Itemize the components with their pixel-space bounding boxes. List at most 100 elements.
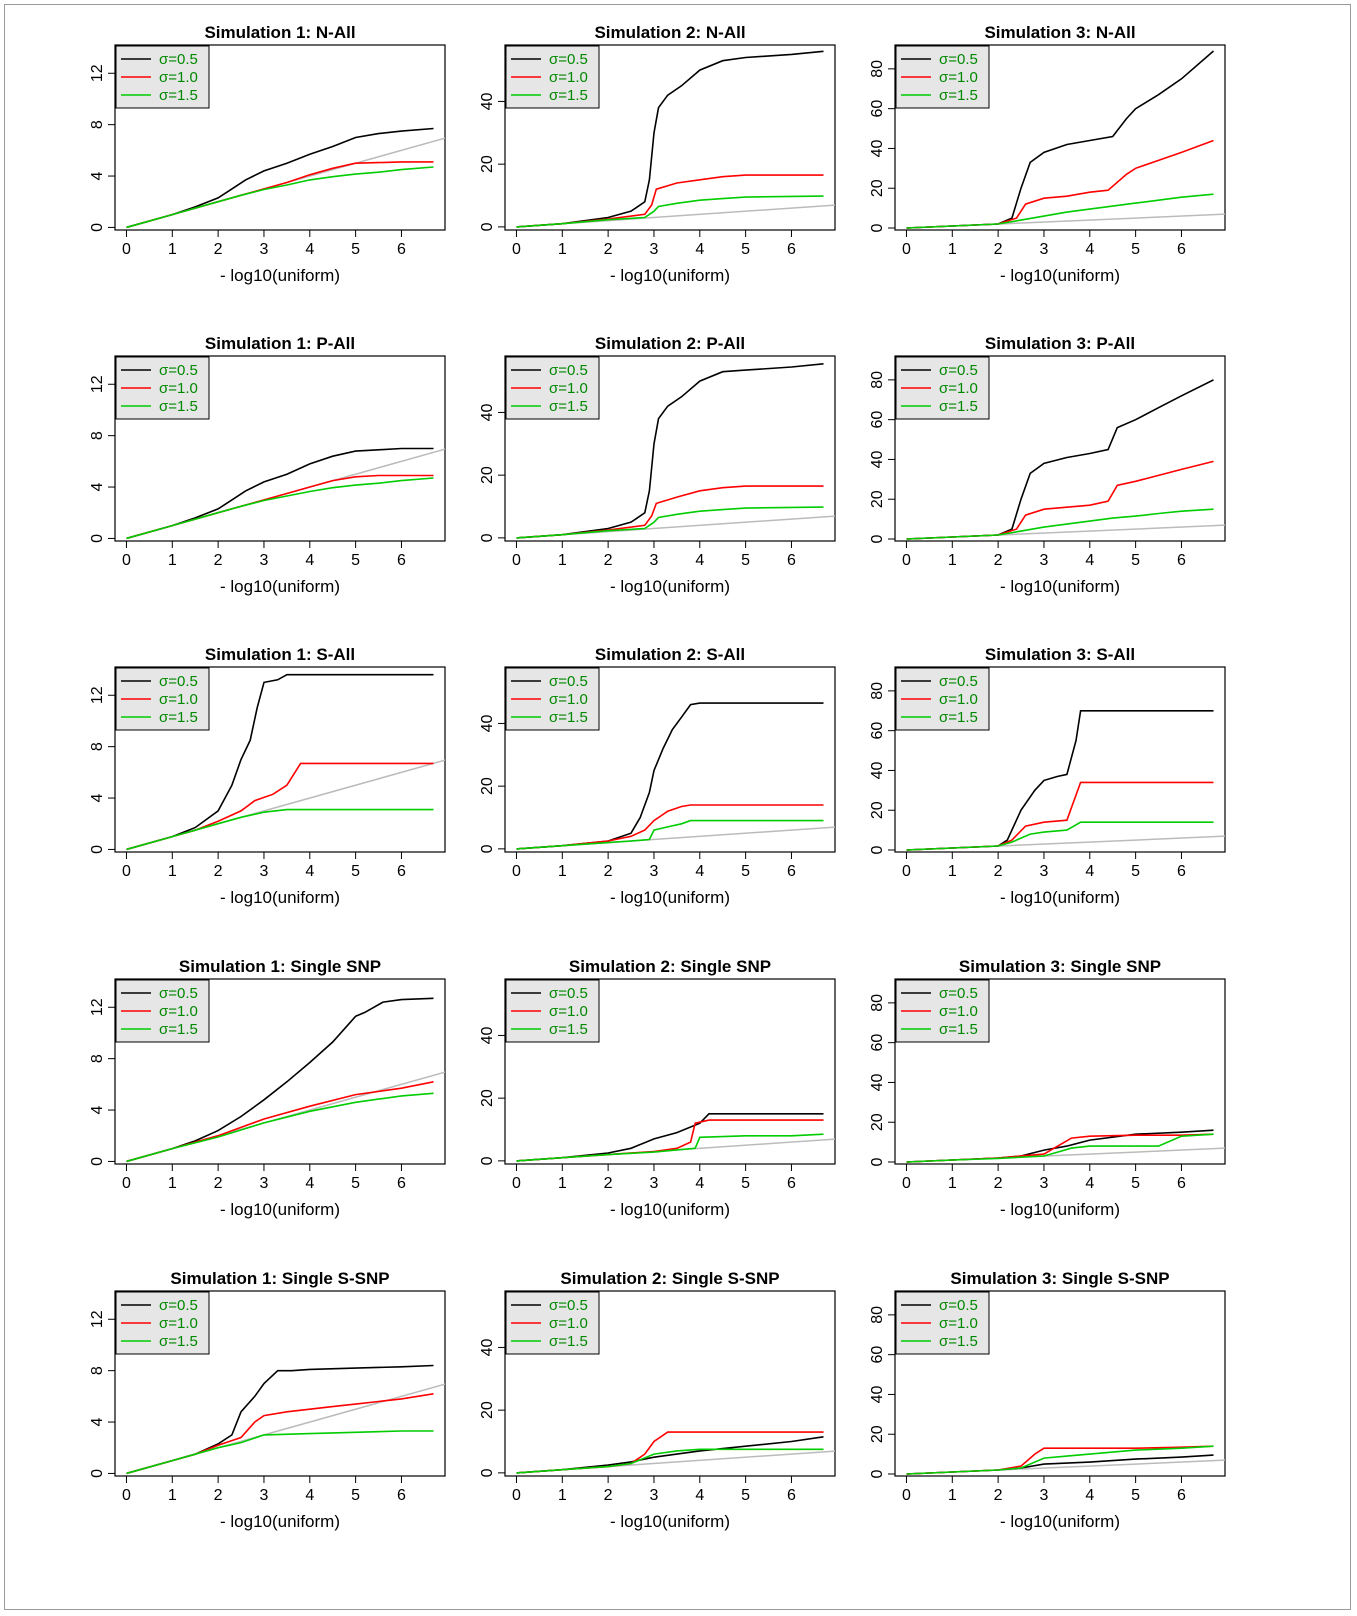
x-tick-label: 5 bbox=[351, 1175, 360, 1192]
legend-label: σ=1.0 bbox=[159, 1315, 198, 1332]
legend-label: σ=1.0 bbox=[939, 1315, 978, 1332]
legend-label: σ=1.0 bbox=[159, 1003, 198, 1020]
y-tick-label: 0 bbox=[479, 1468, 496, 1477]
y-tick-label: 8 bbox=[89, 431, 106, 440]
chart-title: Simulation 3: N-All bbox=[984, 23, 1135, 42]
x-tick-label: 5 bbox=[351, 241, 360, 258]
legend-label: σ=0.5 bbox=[549, 673, 588, 690]
x-tick-label: 0 bbox=[122, 241, 131, 258]
chart-panel: Simulation 3: N-All 0 1 2 3 4 5 6 - log10(unifor… bbox=[869, 23, 1226, 285]
x-axis-label: - log10(uniform) bbox=[1000, 1512, 1120, 1531]
x-tick-label: 4 bbox=[1085, 1487, 1094, 1504]
series-line bbox=[906, 193, 1214, 229]
legend-label: σ=1.0 bbox=[939, 380, 978, 397]
legend-label: σ=1.5 bbox=[159, 398, 198, 415]
x-tick-label: 4 bbox=[695, 863, 704, 880]
y-tick-label: 0 bbox=[479, 1156, 496, 1165]
legend-label: σ=1.5 bbox=[549, 709, 588, 726]
x-tick-label: 2 bbox=[994, 552, 1003, 569]
x-tick-label: 4 bbox=[695, 1487, 704, 1504]
y-tick-label: 40 bbox=[869, 139, 886, 157]
series-line bbox=[516, 1448, 824, 1474]
x-tick-label: 0 bbox=[122, 1487, 131, 1504]
x-tick-label: 6 bbox=[397, 241, 406, 258]
x-tick-label: 2 bbox=[994, 1175, 1003, 1192]
x-tick-label: 4 bbox=[305, 863, 314, 880]
x-axis-label: - log10(uniform) bbox=[1000, 577, 1120, 596]
legend-label: σ=1.5 bbox=[159, 709, 198, 726]
legend-label: σ=1.5 bbox=[549, 1333, 588, 1350]
legend: σ=0.5σ=1.0σ=1.5 bbox=[505, 1291, 600, 1355]
x-tick-label: 6 bbox=[1177, 1487, 1186, 1504]
series-line bbox=[516, 195, 824, 228]
x-tick-label: 4 bbox=[305, 241, 314, 258]
chart-panel: Simulation 3: S-All 0 1 2 3 4 5 6 - log10(unifor… bbox=[869, 645, 1226, 907]
series-line bbox=[516, 1133, 824, 1162]
x-tick-label: 0 bbox=[512, 241, 521, 258]
y-tick-label: 0 bbox=[869, 1157, 886, 1166]
x-tick-label: 1 bbox=[948, 241, 957, 258]
y-tick-label: 8 bbox=[89, 742, 106, 751]
y-tick-label: 0 bbox=[89, 845, 106, 854]
x-tick-label: 2 bbox=[214, 1487, 223, 1504]
x-tick-label: 3 bbox=[650, 1487, 659, 1504]
legend: σ=0.5σ=1.0σ=1.5 bbox=[505, 979, 600, 1043]
y-tick-label: 4 bbox=[89, 171, 106, 180]
x-tick-label: 4 bbox=[695, 1175, 704, 1192]
y-tick-label: 0 bbox=[869, 1469, 886, 1478]
legend-label: σ=1.5 bbox=[939, 1021, 978, 1038]
x-tick-label: 2 bbox=[994, 863, 1003, 880]
x-tick-label: 5 bbox=[351, 552, 360, 569]
x-tick-label: 2 bbox=[214, 552, 223, 569]
chart-panel: Simulation 3: Single S-SNP 0 1 2 3 4 5 6 - log10… bbox=[869, 1269, 1226, 1531]
legend: σ=0.5σ=1.0σ=1.5 bbox=[505, 356, 600, 420]
x-tick-label: 3 bbox=[260, 1487, 269, 1504]
chart-title: Simulation 3: S-All bbox=[985, 645, 1135, 664]
x-tick-label: 5 bbox=[1131, 1487, 1140, 1504]
x-axis-label: - log10(uniform) bbox=[610, 577, 730, 596]
series-line bbox=[906, 508, 1214, 540]
y-tick-label: 12 bbox=[89, 686, 106, 704]
y-tick-label: 20 bbox=[869, 1425, 886, 1443]
x-tick-label: 0 bbox=[122, 552, 131, 569]
legend-label: σ=0.5 bbox=[939, 362, 978, 379]
y-tick-label: 40 bbox=[479, 714, 496, 732]
y-tick-label: 40 bbox=[869, 1073, 886, 1091]
chart-title: Simulation 1: Single S-SNP bbox=[170, 1269, 389, 1288]
y-tick-label: 0 bbox=[479, 533, 496, 542]
x-tick-label: 2 bbox=[214, 241, 223, 258]
y-tick-label: 0 bbox=[869, 534, 886, 543]
legend-label: σ=1.0 bbox=[549, 1003, 588, 1020]
y-tick-label: 0 bbox=[89, 1469, 106, 1478]
series-line bbox=[516, 819, 824, 850]
series-line bbox=[126, 997, 434, 1163]
x-tick-label: 2 bbox=[994, 241, 1003, 258]
y-tick-label: 80 bbox=[869, 1306, 886, 1324]
legend-label: σ=0.5 bbox=[939, 51, 978, 68]
x-tick-label: 1 bbox=[558, 241, 567, 258]
y-tick-label: 60 bbox=[869, 411, 886, 429]
legend-label: σ=1.0 bbox=[939, 691, 978, 708]
y-tick-label: 0 bbox=[869, 223, 886, 232]
y-tick-label: 0 bbox=[479, 844, 496, 853]
y-tick-label: 20 bbox=[479, 466, 496, 484]
series-line bbox=[126, 1430, 434, 1475]
x-tick-label: 6 bbox=[397, 863, 406, 880]
x-tick-label: 0 bbox=[122, 1175, 131, 1192]
series-line bbox=[516, 506, 824, 539]
legend: σ=0.5σ=1.0σ=1.5 bbox=[115, 979, 210, 1043]
y-tick-label: 60 bbox=[869, 1034, 886, 1052]
x-tick-label: 3 bbox=[1040, 863, 1049, 880]
x-tick-label: 1 bbox=[558, 863, 567, 880]
x-tick-label: 3 bbox=[1040, 1175, 1049, 1192]
legend-label: σ=1.0 bbox=[939, 1003, 978, 1020]
x-tick-label: 5 bbox=[1131, 241, 1140, 258]
legend-label: σ=0.5 bbox=[939, 1297, 978, 1314]
x-tick-label: 1 bbox=[168, 1487, 177, 1504]
y-tick-label: 40 bbox=[479, 1026, 496, 1044]
x-tick-label: 0 bbox=[902, 241, 911, 258]
y-tick-label: 0 bbox=[869, 845, 886, 854]
chart-panel: Simulation 2: S-All 0 1 2 3 4 5 6 - log10(unifor… bbox=[479, 645, 836, 907]
